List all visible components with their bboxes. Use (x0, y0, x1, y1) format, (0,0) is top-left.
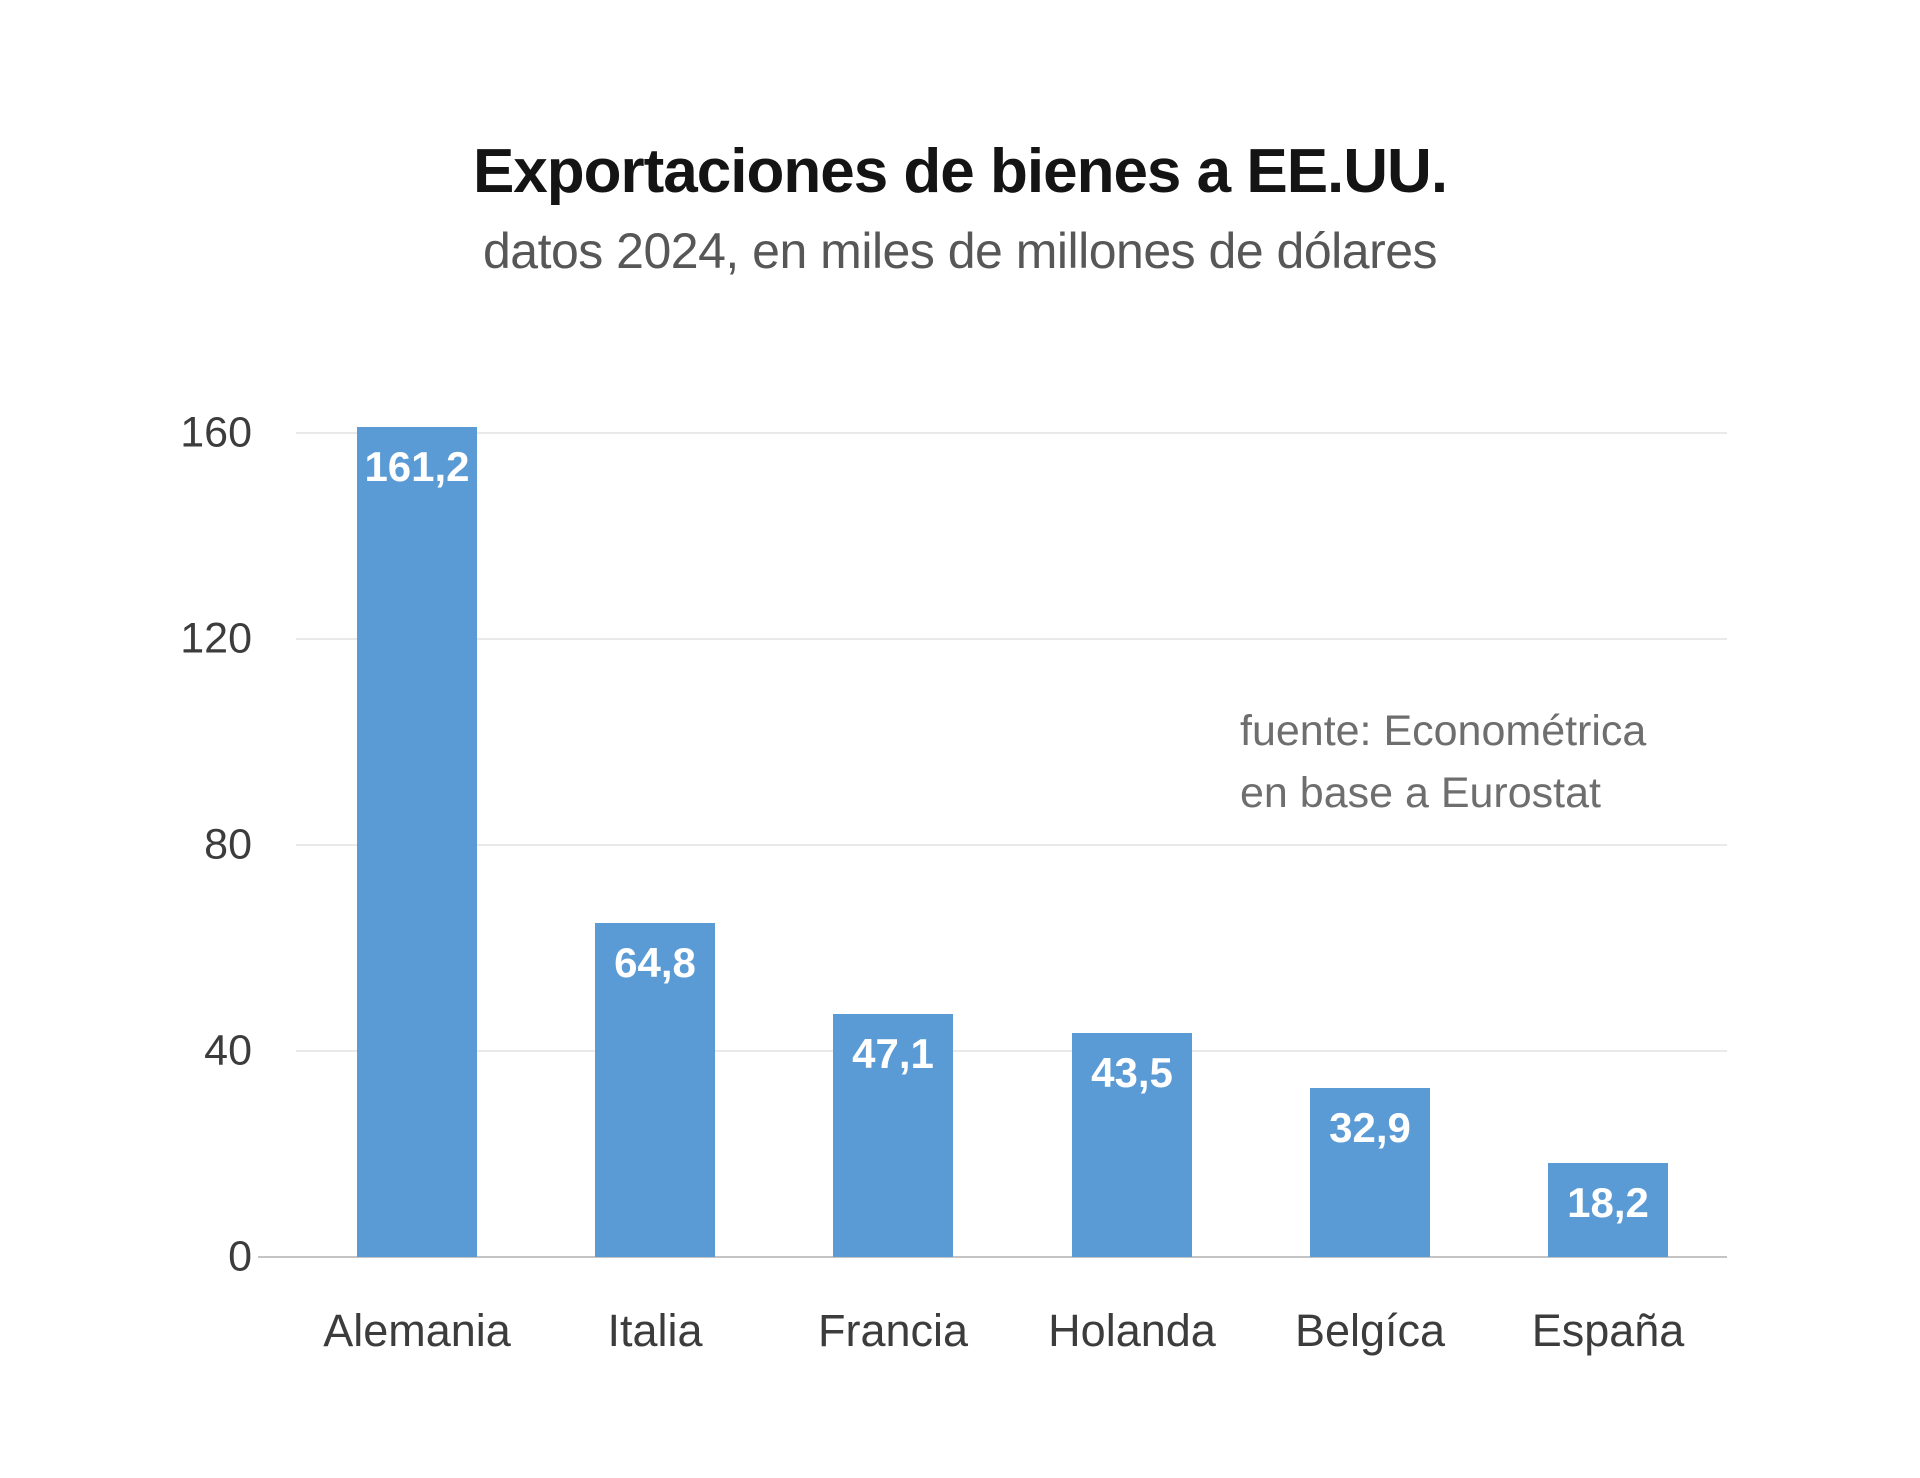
source-note-line: fuente: Econométrica (1240, 707, 1647, 755)
chart-subtitle: datos 2024, en miles de millones de dóla… (482, 223, 1438, 279)
x-category-label: Holanda (1048, 1305, 1216, 1356)
source-note: fuente: Econométrica en base a Eurostat (1240, 700, 1646, 825)
bar-belgica: 32,9 (1310, 1088, 1430, 1257)
y-tick-label: 120 (180, 614, 252, 663)
y-tick-label: 160 (180, 408, 252, 457)
x-category-label: Italia (607, 1305, 703, 1356)
y-tick-label: 0 (228, 1232, 252, 1281)
x-category-label: Belgíca (1294, 1305, 1446, 1356)
x-axis-line (258, 1256, 1727, 1258)
bar-value-label: 161,2 (364, 443, 470, 490)
gridline-40 (296, 1050, 1727, 1052)
source-note-line: en base a Eurostat (1240, 769, 1601, 818)
gridline-80 (296, 844, 1727, 846)
x-category-label: Alemania (323, 1305, 511, 1356)
y-tick-label: 80 (204, 820, 252, 869)
gridline-160 (296, 432, 1727, 434)
gridline-120 (296, 638, 1727, 640)
bar-espana: 18,2 (1548, 1163, 1668, 1257)
bar-alemania: 161,2 (357, 427, 477, 1257)
bar-holanda: 43,5 (1072, 1033, 1192, 1257)
bar-italia: 64,8 (595, 923, 715, 1257)
bar-value-label: 43,5 (1091, 1049, 1173, 1096)
bar-value-label: 64,8 (614, 939, 696, 986)
chart-title: Exportaciones de bienes a EE.UU. (472, 137, 1448, 206)
bar-francia: 47,1 (833, 1014, 953, 1257)
bar-value-label: 18,2 (1567, 1179, 1649, 1226)
bar-value-label: 47,1 (852, 1030, 934, 1077)
x-category-label: Francia (817, 1305, 969, 1356)
y-tick-label: 40 (204, 1026, 252, 1075)
x-category-label: España (1531, 1305, 1685, 1356)
bar-value-label: 32,9 (1329, 1104, 1411, 1151)
